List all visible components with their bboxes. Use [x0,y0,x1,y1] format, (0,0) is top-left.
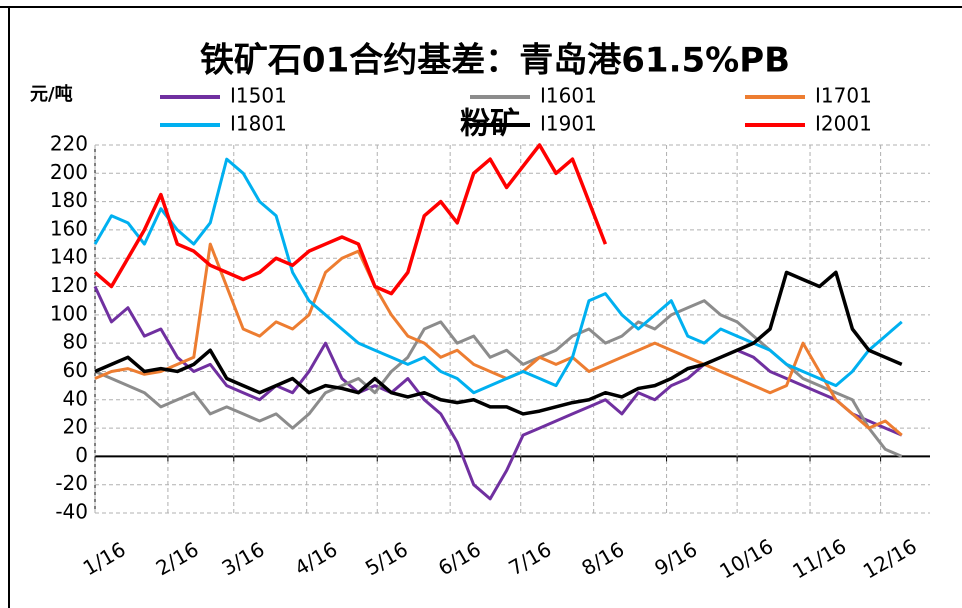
y-tick-label: -40 [55,500,88,524]
legend-label: I1601 [540,84,597,108]
y-tick-label: 160 [50,216,88,240]
y-tick-label: 140 [50,245,88,269]
y-tick-label: 100 [50,301,88,325]
y-tick-label: 180 [50,188,88,212]
y-tick-label: 0 [75,443,88,467]
y-tick-label: 120 [50,273,88,297]
series-line [93,157,903,395]
series-line [94,270,903,416]
y-tick-label: 40 [63,386,88,410]
y-tick-label: 200 [50,160,88,184]
y-tick-label: -20 [55,471,88,495]
y-axis-label: 元/吨 [30,83,73,105]
legend-label: I1701 [815,84,872,108]
y-tick-label: 80 [63,330,88,354]
legend-label: I1801 [230,112,287,136]
legend-label: I1501 [230,84,287,108]
y-tick-label: 60 [63,358,88,382]
chart-title: 铁矿石01合约基差：青岛港61.5%PB [200,41,790,81]
legend-label: I2001 [815,112,872,136]
legend-label: I1901 [540,112,597,136]
y-tick-label: 220 [50,132,88,156]
series-line [93,285,903,501]
series-line [94,242,903,437]
series-line [93,143,608,296]
y-tick-label: 20 [63,415,88,439]
